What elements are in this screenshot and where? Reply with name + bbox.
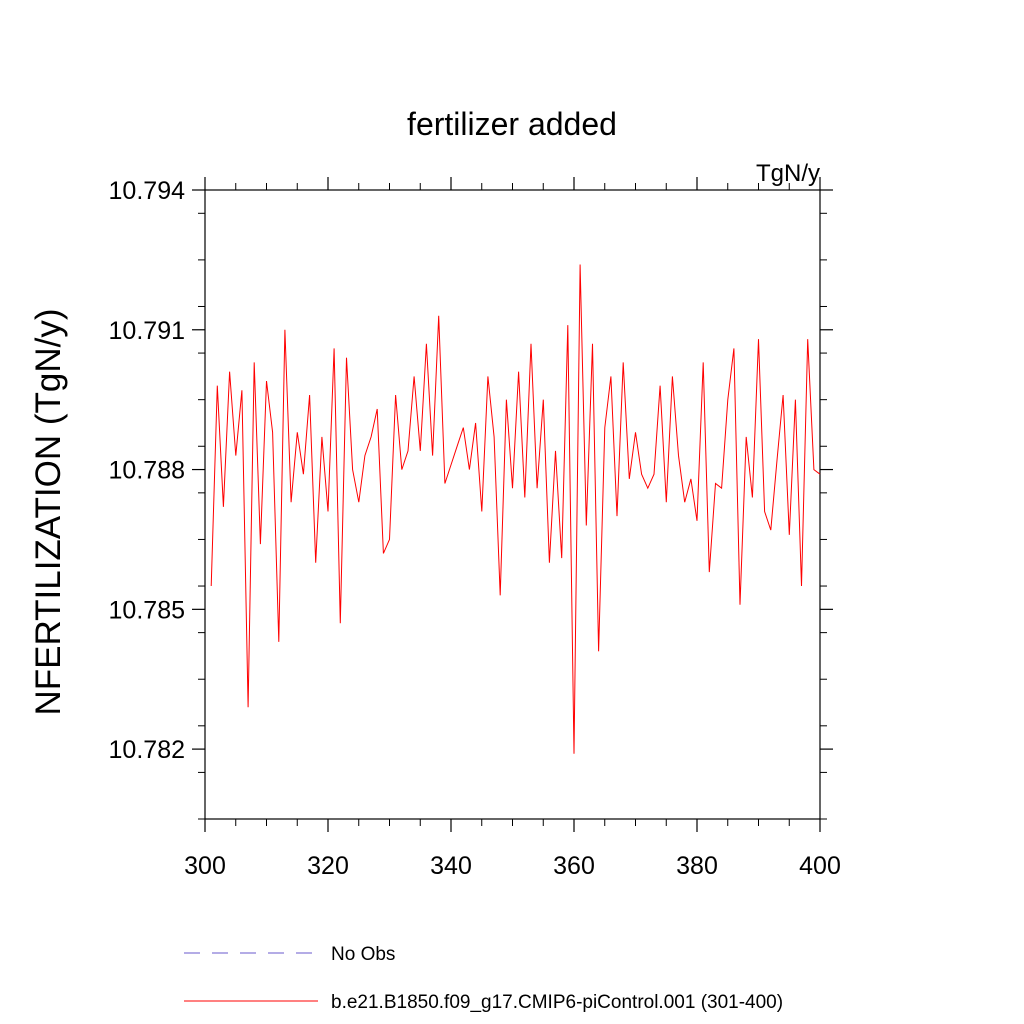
x-axis-ticks: 300 320 340 360 380 400 [184, 177, 841, 880]
x-tick-label: 320 [307, 852, 349, 880]
x-tick-label: 340 [430, 852, 472, 880]
x-tick-label: 380 [676, 852, 718, 880]
units-label: TgN/y [756, 160, 820, 187]
chart-title: fertilizer added [407, 106, 617, 142]
y-tick-label: 10.785 [109, 596, 185, 624]
y-axis-ticks: 10.782 10.785 10.788 10.791 10.794 [109, 177, 833, 820]
y-tick-label: 10.791 [109, 317, 185, 345]
y-axis-label: NFERTILIZATION (TgN/y) [29, 308, 68, 715]
y-tick-label: 10.788 [109, 457, 185, 485]
y-tick-label: 10.782 [109, 736, 185, 764]
legend: No Obs b.e21.B1850.f09_g17.CMIP6-piContro… [184, 944, 783, 1013]
y-tick-label: 10.794 [109, 177, 186, 205]
series-layer [210, 264, 821, 754]
legend-label: b.e21.B1850.f09_g17.CMIP6-piControl.001 … [331, 992, 783, 1013]
legend-label: No Obs [331, 944, 395, 965]
x-tick-label: 360 [553, 852, 595, 880]
x-tick-label: 300 [184, 852, 226, 880]
plot-frame [204, 189, 821, 820]
x-tick-label: 400 [799, 852, 841, 880]
series-line [210, 264, 821, 754]
